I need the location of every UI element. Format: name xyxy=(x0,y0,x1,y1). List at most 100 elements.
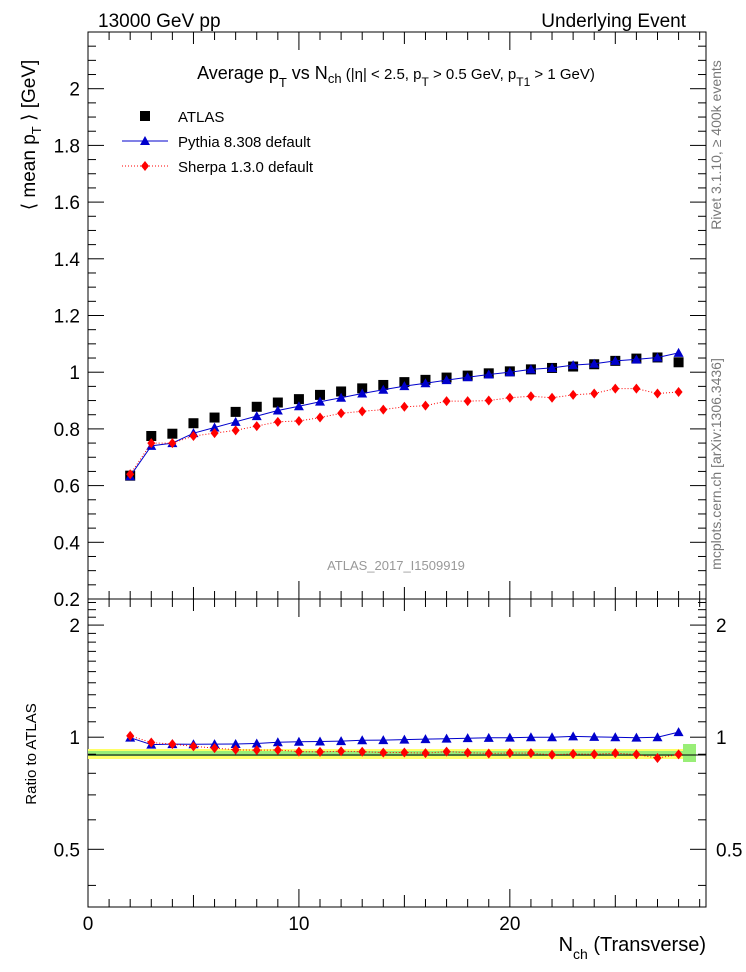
pythia-data-point xyxy=(209,422,220,432)
sherpa-ratio-point xyxy=(231,744,240,755)
pythia-ratio-point xyxy=(673,727,684,737)
sherpa-ratio-point xyxy=(189,741,198,752)
pythia-ratio-point xyxy=(251,738,262,748)
pythia-ratio-point xyxy=(399,734,410,744)
atlas-data-point xyxy=(167,428,178,439)
y-axis-label: ⟨ mean pT ⟩ [GeV] xyxy=(19,60,44,211)
pythia-ratio-point xyxy=(336,736,347,746)
y-tick-label: 1.6 xyxy=(54,193,80,214)
pythia-data-point xyxy=(441,375,452,385)
atlas-data-point xyxy=(673,357,684,368)
sherpa-ratio-point xyxy=(273,744,282,755)
sherpa-ratio-point xyxy=(379,747,388,758)
pythia-ratio-point xyxy=(483,732,494,742)
sherpa-ratio-point xyxy=(674,749,683,760)
pythia-data-point xyxy=(315,396,326,406)
pythia-data-point xyxy=(568,360,579,370)
pythia-ratio-point xyxy=(315,736,326,746)
pythia-data-point xyxy=(272,405,283,415)
pythia-data-point xyxy=(378,384,389,394)
sherpa-ratio-point xyxy=(147,737,156,748)
atlas-data-point xyxy=(230,406,241,417)
pythia-data-point xyxy=(652,352,663,362)
x-tick-label: 20 xyxy=(499,914,520,935)
sherpa-data-point xyxy=(168,438,177,449)
pythia-data-point xyxy=(483,369,494,379)
sherpa-ratio-point xyxy=(463,747,472,758)
pythia-data-point xyxy=(336,392,347,402)
pythia-ratio-point xyxy=(568,731,579,741)
legend: ATLAS Pythia 8.308 default Sherpa 1.3.0 … xyxy=(122,109,314,176)
mcplots-credit-text: mcplots.cern.ch [arXiv:1306.3436] xyxy=(708,358,724,570)
sherpa-data-point xyxy=(674,387,683,398)
sherpa-data-point xyxy=(569,389,578,400)
sherpa-ratio-point xyxy=(337,746,346,757)
sherpa-ratio-point xyxy=(358,746,367,757)
sherpa-ratio-point xyxy=(611,748,620,759)
sherpa-ratio-point xyxy=(442,746,451,757)
sherpa-data-point xyxy=(379,404,388,415)
sherpa-data-point xyxy=(252,421,261,432)
sherpa-ratio-point xyxy=(168,739,177,750)
sherpa-ratio-point xyxy=(590,749,599,760)
y-tick-label: 0.2 xyxy=(54,590,80,611)
pythia-data-point xyxy=(504,367,515,377)
pythia-data-point xyxy=(462,372,473,382)
sherpa-data-point xyxy=(358,406,367,417)
header-left-text: 13000 GeV pp xyxy=(98,11,221,32)
ylabel-part-b: ⟩ [GeV] xyxy=(19,60,40,127)
pythia-ratio-point xyxy=(230,738,241,748)
sherpa-ratio-point xyxy=(252,745,261,756)
atlas-data-point xyxy=(272,397,283,408)
atlas-data-point xyxy=(146,430,157,441)
title-part-c: (|η| < 2.5, p xyxy=(342,66,422,83)
ratio-data-marks xyxy=(125,727,684,764)
pythia-data-point xyxy=(631,354,642,364)
ylabel-sub-a: T xyxy=(29,126,44,134)
pythia-data-point xyxy=(251,411,262,421)
header-right-text: Underlying Event xyxy=(541,11,686,32)
pythia-ratio-point xyxy=(525,732,536,742)
legend-atlas-marker xyxy=(140,111,150,121)
x-tick-label: 0 xyxy=(83,914,94,935)
ratio-tick-label: 2 xyxy=(69,616,80,637)
pythia-data-point xyxy=(357,388,368,398)
pythia-ratio-point xyxy=(547,732,558,742)
pythia-ratio-point xyxy=(631,732,642,742)
pythia-data-point xyxy=(610,355,621,365)
ratio-tick-label-right: 2 xyxy=(716,616,727,637)
pythia-ratio-point xyxy=(441,733,452,743)
pythia-ratio-point xyxy=(272,737,283,747)
pythia-ratio-point xyxy=(293,736,304,746)
y-tick-label: 1.2 xyxy=(54,307,80,328)
analysis-watermark: ATLAS_2017_I1509919 xyxy=(327,558,465,573)
pythia-data-point xyxy=(673,347,684,357)
xlabel-sub-a: ch xyxy=(573,946,588,962)
sherpa-ratio-point xyxy=(210,743,219,754)
sherpa-data-point xyxy=(273,416,282,427)
sherpa-data-point xyxy=(590,388,599,399)
sherpa-data-point xyxy=(632,383,641,394)
sherpa-data-point xyxy=(484,395,493,406)
xlabel-part-a: N xyxy=(559,934,573,956)
sherpa-ratio-point xyxy=(653,753,662,764)
atlas-data-point xyxy=(251,401,262,412)
sherpa-data-point xyxy=(189,430,198,441)
title-part-d: > 0.5 GeV, p xyxy=(429,66,516,83)
sherpa-ratio-point xyxy=(316,746,325,757)
ratio-tick-label: 1 xyxy=(69,728,80,749)
title-sub-a: T xyxy=(279,75,287,90)
atlas-data-point xyxy=(336,386,347,397)
atlas-data-point xyxy=(188,418,199,429)
y-tick-label: 0.4 xyxy=(54,533,81,554)
pythia-data-point xyxy=(293,401,304,411)
legend-pythia-marker xyxy=(140,136,150,145)
pythia-data-point xyxy=(399,381,410,391)
title-part-b: vs N xyxy=(287,63,328,83)
pythia-ratio-point xyxy=(610,732,621,742)
title-sub-b: ch xyxy=(328,71,342,86)
x-axis: 0 10 20 xyxy=(83,32,701,935)
pythia-ratio-point xyxy=(652,732,663,742)
pythia-ratio-point xyxy=(378,735,389,745)
pythia-data-point xyxy=(589,358,600,368)
